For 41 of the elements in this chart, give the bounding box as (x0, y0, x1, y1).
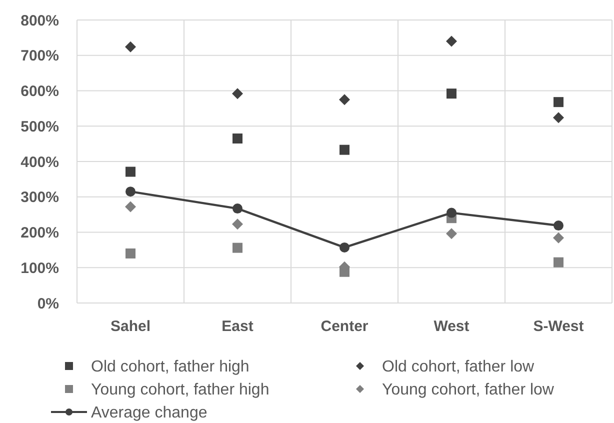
legend-label: Old cohort, father low (382, 358, 535, 376)
y-tick-label: 600% (20, 83, 59, 100)
point (446, 88, 456, 99)
point (554, 97, 564, 108)
x-tick-label: Center (320, 318, 368, 335)
y-tick-label: 200% (20, 224, 59, 242)
y-tick-label: 0% (37, 295, 59, 312)
point (126, 248, 136, 258)
point (232, 242, 242, 253)
legend-label: Average change (91, 404, 208, 422)
point (553, 112, 564, 124)
point (232, 204, 242, 214)
point (340, 242, 350, 252)
y-tick-label: 100% (20, 260, 59, 277)
point (126, 186, 136, 197)
legend-label: Old cohort, father high (91, 358, 250, 376)
point (339, 94, 350, 106)
x-tick-label: West (434, 318, 470, 335)
x-tick-label: Sahel (110, 318, 151, 335)
point (125, 41, 136, 52)
point (232, 88, 243, 100)
x-tick-label: East (222, 318, 254, 335)
x-tick-label: S-West (533, 318, 584, 335)
point (340, 144, 350, 155)
point (553, 232, 564, 244)
y-tick-label: 500% (20, 118, 59, 136)
point (232, 134, 242, 144)
y-tick-label: 700% (20, 48, 59, 65)
point (126, 166, 136, 177)
point (554, 257, 564, 268)
point (446, 208, 456, 218)
point (232, 218, 243, 230)
point (554, 220, 564, 231)
y-tick-label: 400% (20, 154, 59, 171)
point (446, 36, 457, 47)
point (446, 228, 457, 240)
y-tick-label: 800% (20, 12, 59, 30)
legend-label: Young cohort, father high (91, 382, 270, 399)
legend-label: Young cohort, father low (382, 382, 554, 399)
y-tick-label: 300% (20, 189, 59, 206)
point (125, 201, 136, 212)
